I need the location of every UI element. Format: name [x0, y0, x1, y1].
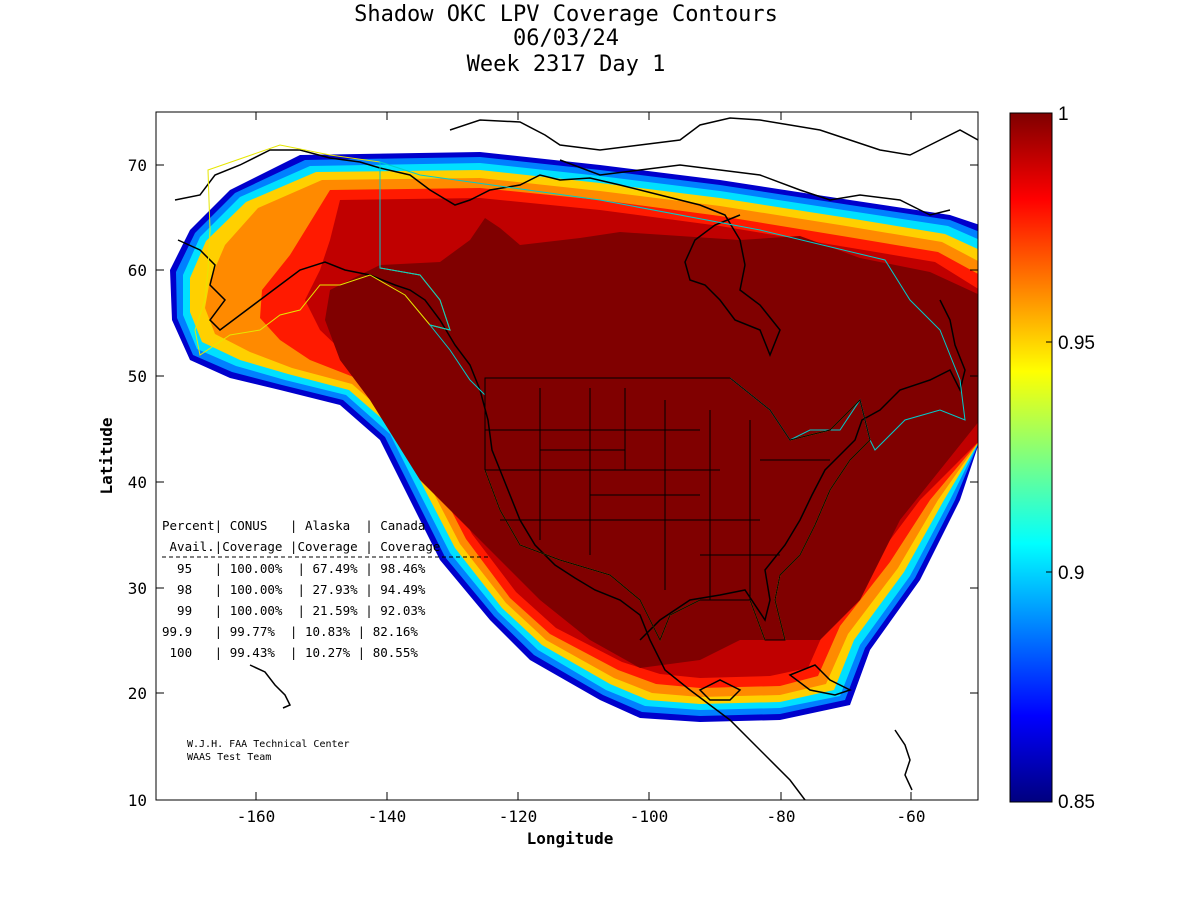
y-tick-label: 50	[128, 367, 147, 386]
table-row: 98 | 100.00% | 27.93% | 94.49%	[162, 582, 426, 597]
colorbar-gradient	[1009, 112, 1053, 803]
y-axis-label: Latitude	[97, 417, 116, 494]
x-tick-label: -100	[630, 807, 669, 826]
plot-area	[156, 112, 978, 800]
table-header-row-1: Percent| CONUS | Alaska | Canada	[162, 518, 425, 533]
x-tick-label: -80	[767, 807, 796, 826]
axis-ticks	[156, 112, 978, 800]
plot-frame	[155, 111, 979, 801]
table-header-row-2: Avail.|Coverage |Coverage | Coverage	[162, 539, 440, 554]
x-tick-label: -160	[237, 807, 276, 826]
y-tick-label: 60	[128, 261, 147, 280]
title-line-3: Week 2317 Day 1	[467, 52, 666, 77]
table-row: 99.9 | 99.77% | 10.83% | 82.16%	[162, 624, 418, 639]
colorbar-tick-label: 1	[1058, 104, 1069, 125]
x-tick-label: -60	[897, 807, 926, 826]
colorbar: 1 0.95 0.9 0.85	[1009, 104, 1095, 813]
y-tick-label: 70	[128, 156, 147, 175]
colorbar-tick-label: 0.85	[1058, 792, 1095, 813]
table-row: 100 | 99.43% | 10.27% | 80.55%	[162, 645, 418, 660]
credit-line-2: WAAS Test Team	[187, 752, 271, 763]
coverage-band-darkred-core	[325, 218, 978, 668]
y-tick-label: 20	[128, 684, 147, 703]
y-tick-label: 30	[128, 579, 147, 598]
table-row: 95 | 100.00% | 67.49% | 98.46%	[162, 561, 426, 576]
colorbar-tick-label: 0.9	[1058, 563, 1084, 584]
x-axis-label: Longitude	[527, 829, 614, 848]
title-line-2: 06/03/24	[513, 26, 619, 51]
colorbar-tick-label: 0.95	[1058, 333, 1095, 354]
y-tick-label: 40	[128, 473, 147, 492]
y-tick-label: 10	[128, 791, 147, 810]
coverage-table: Percent| CONUS | Alaska | Canada Avail.|…	[162, 518, 490, 660]
title-line-1: Shadow OKC LPV Coverage Contours	[354, 2, 778, 27]
state-borders	[484, 377, 871, 642]
x-tick-label: -140	[368, 807, 407, 826]
credit-line-1: W.J.H. FAA Technical Center	[187, 739, 350, 750]
x-tick-label: -120	[499, 807, 538, 826]
table-row: 99 | 100.00% | 21.59% | 92.03%	[162, 603, 426, 618]
